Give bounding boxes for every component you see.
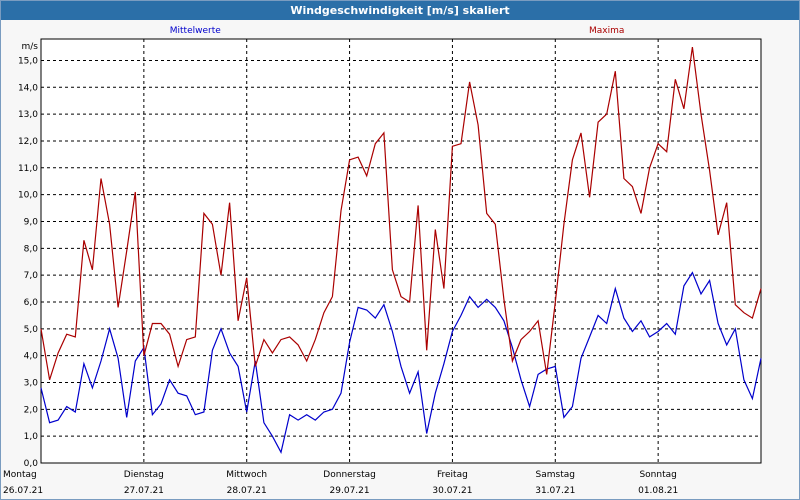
plot-area [40,38,762,464]
y-tick-label: 14,0 [18,83,38,93]
y-tick-label: 13,0 [18,110,38,120]
y-tick-label: 12,0 [18,137,38,147]
y-tick-label: 7,0 [24,271,39,281]
day-name-label: Sonntag [639,470,676,480]
y-tick-label: 11,0 [18,164,38,174]
y-tick-label: 3,0 [24,378,39,388]
y-tick-label: 6,0 [24,298,39,308]
day-date-label: 27.07.21 [124,486,164,496]
day-date-label: 26.07.21 [3,486,43,496]
day-date-label: 01.08.21 [638,486,678,496]
day-date-label: 28.07.21 [227,486,267,496]
y-tick-label: 0,0 [24,459,39,469]
y-tick-label: 2,0 [24,405,39,415]
day-name-label: Mittwoch [226,470,267,480]
y-tick-label: 10,0 [18,191,38,201]
series-line-mean [40,271,762,454]
day-date-label: 30.07.21 [432,486,472,496]
day-date-label: 29.07.21 [330,486,370,496]
y-tick-label: 15,0 [18,56,38,66]
day-name-label: Samstag [536,470,575,480]
y-tick-label: 9,0 [24,217,39,227]
series-line-max [40,47,762,380]
day-date-label: 31.07.21 [535,486,575,496]
day-name-label: Montag [3,470,37,480]
y-axis-unit: m/s [22,42,39,52]
y-tick-label: 8,0 [24,244,39,254]
window-title: Windgeschwindigkeit [m/s] skaliert [1,1,799,20]
legend-max: Maxima [589,26,624,36]
day-name-label: Freitag [437,470,468,480]
legend-mean: Mittelwerte [170,26,221,36]
y-tick-label: 1,0 [24,432,39,442]
y-tick-label: 4,0 [24,352,39,362]
y-tick-label: 5,0 [24,325,39,335]
day-name-label: Donnerstag [323,470,376,480]
day-name-label: Dienstag [124,470,164,480]
